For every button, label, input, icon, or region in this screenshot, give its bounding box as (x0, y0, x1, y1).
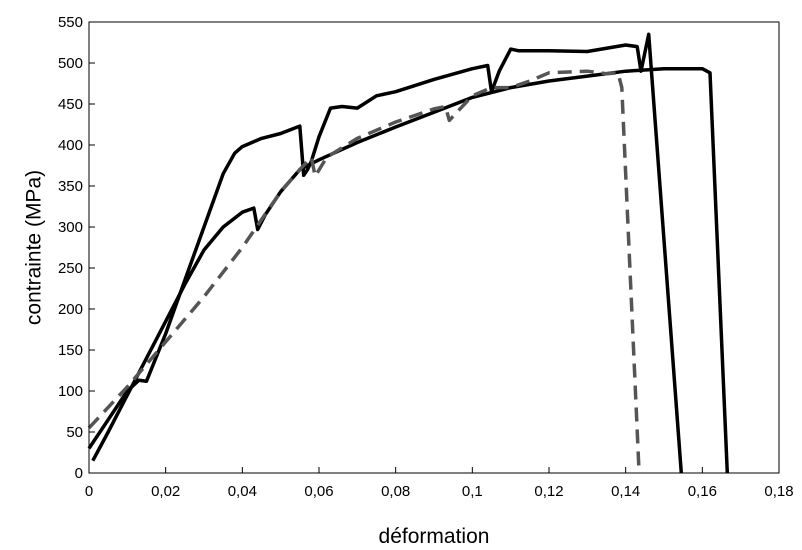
plot-frame (88, 21, 780, 474)
y-tick-label: 50 (66, 424, 83, 441)
x-tick-label: 0,16 (688, 483, 717, 500)
x-tick-label: 0,12 (534, 483, 563, 500)
x-tick-label: 0,06 (304, 483, 333, 500)
y-tick-label: 200 (58, 301, 83, 318)
x-tick-label: 0,18 (764, 483, 793, 500)
x-tick-label: 0,1 (462, 483, 483, 500)
x-axis-title: déformation (379, 525, 490, 548)
x-tick-label: 0,04 (228, 483, 257, 500)
y-axis-title: contrainte (MPa) (22, 170, 45, 325)
y-tick-label: 450 (58, 96, 83, 113)
series-line-3 (87, 69, 641, 474)
y-axis-ticks: 0 50 100 150 200 250 300 350 400 450 500 550 (58, 14, 95, 482)
y-tick-label: 150 (58, 342, 83, 359)
y-tick-label: 250 (58, 260, 83, 277)
y-tick-label: 550 (58, 14, 83, 31)
x-tick-label: 0,02 (151, 483, 180, 500)
y-tick-label: 350 (58, 178, 83, 195)
y-tick-label: 400 (58, 137, 83, 154)
x-tick-label: 0,08 (381, 483, 410, 500)
series-line-2 (87, 32, 684, 474)
y-tick-label: 100 (58, 383, 83, 400)
x-tick-label: 0,14 (611, 483, 640, 500)
y-tick-label: 0 (75, 465, 83, 482)
series-layer (87, 32, 730, 474)
y-tick-label: 300 (58, 219, 83, 236)
x-axis-ticks: 0 0,02 0,04 0,06 0,08 0,1 0,12 0,14 0,16 0,18 (85, 467, 794, 500)
y-tick-label: 500 (58, 55, 83, 72)
x-tick-label: 0 (85, 483, 93, 500)
